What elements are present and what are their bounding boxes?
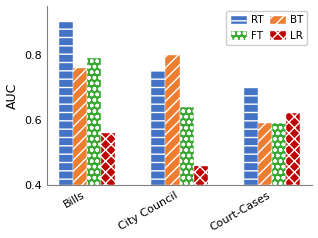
Bar — [272, 123, 286, 185]
Bar — [244, 87, 258, 185]
Bar — [286, 113, 301, 185]
Bar — [258, 123, 272, 185]
Bar — [87, 58, 101, 185]
Y-axis label: AUC: AUC — [5, 82, 18, 109]
Legend: RT, FT, BT, LR: RT, FT, BT, LR — [226, 11, 307, 45]
Bar — [180, 107, 194, 185]
Bar — [194, 165, 208, 185]
Bar — [151, 71, 165, 185]
Bar — [165, 55, 180, 185]
Bar — [101, 133, 115, 185]
Bar — [73, 68, 87, 185]
Bar — [59, 22, 73, 185]
